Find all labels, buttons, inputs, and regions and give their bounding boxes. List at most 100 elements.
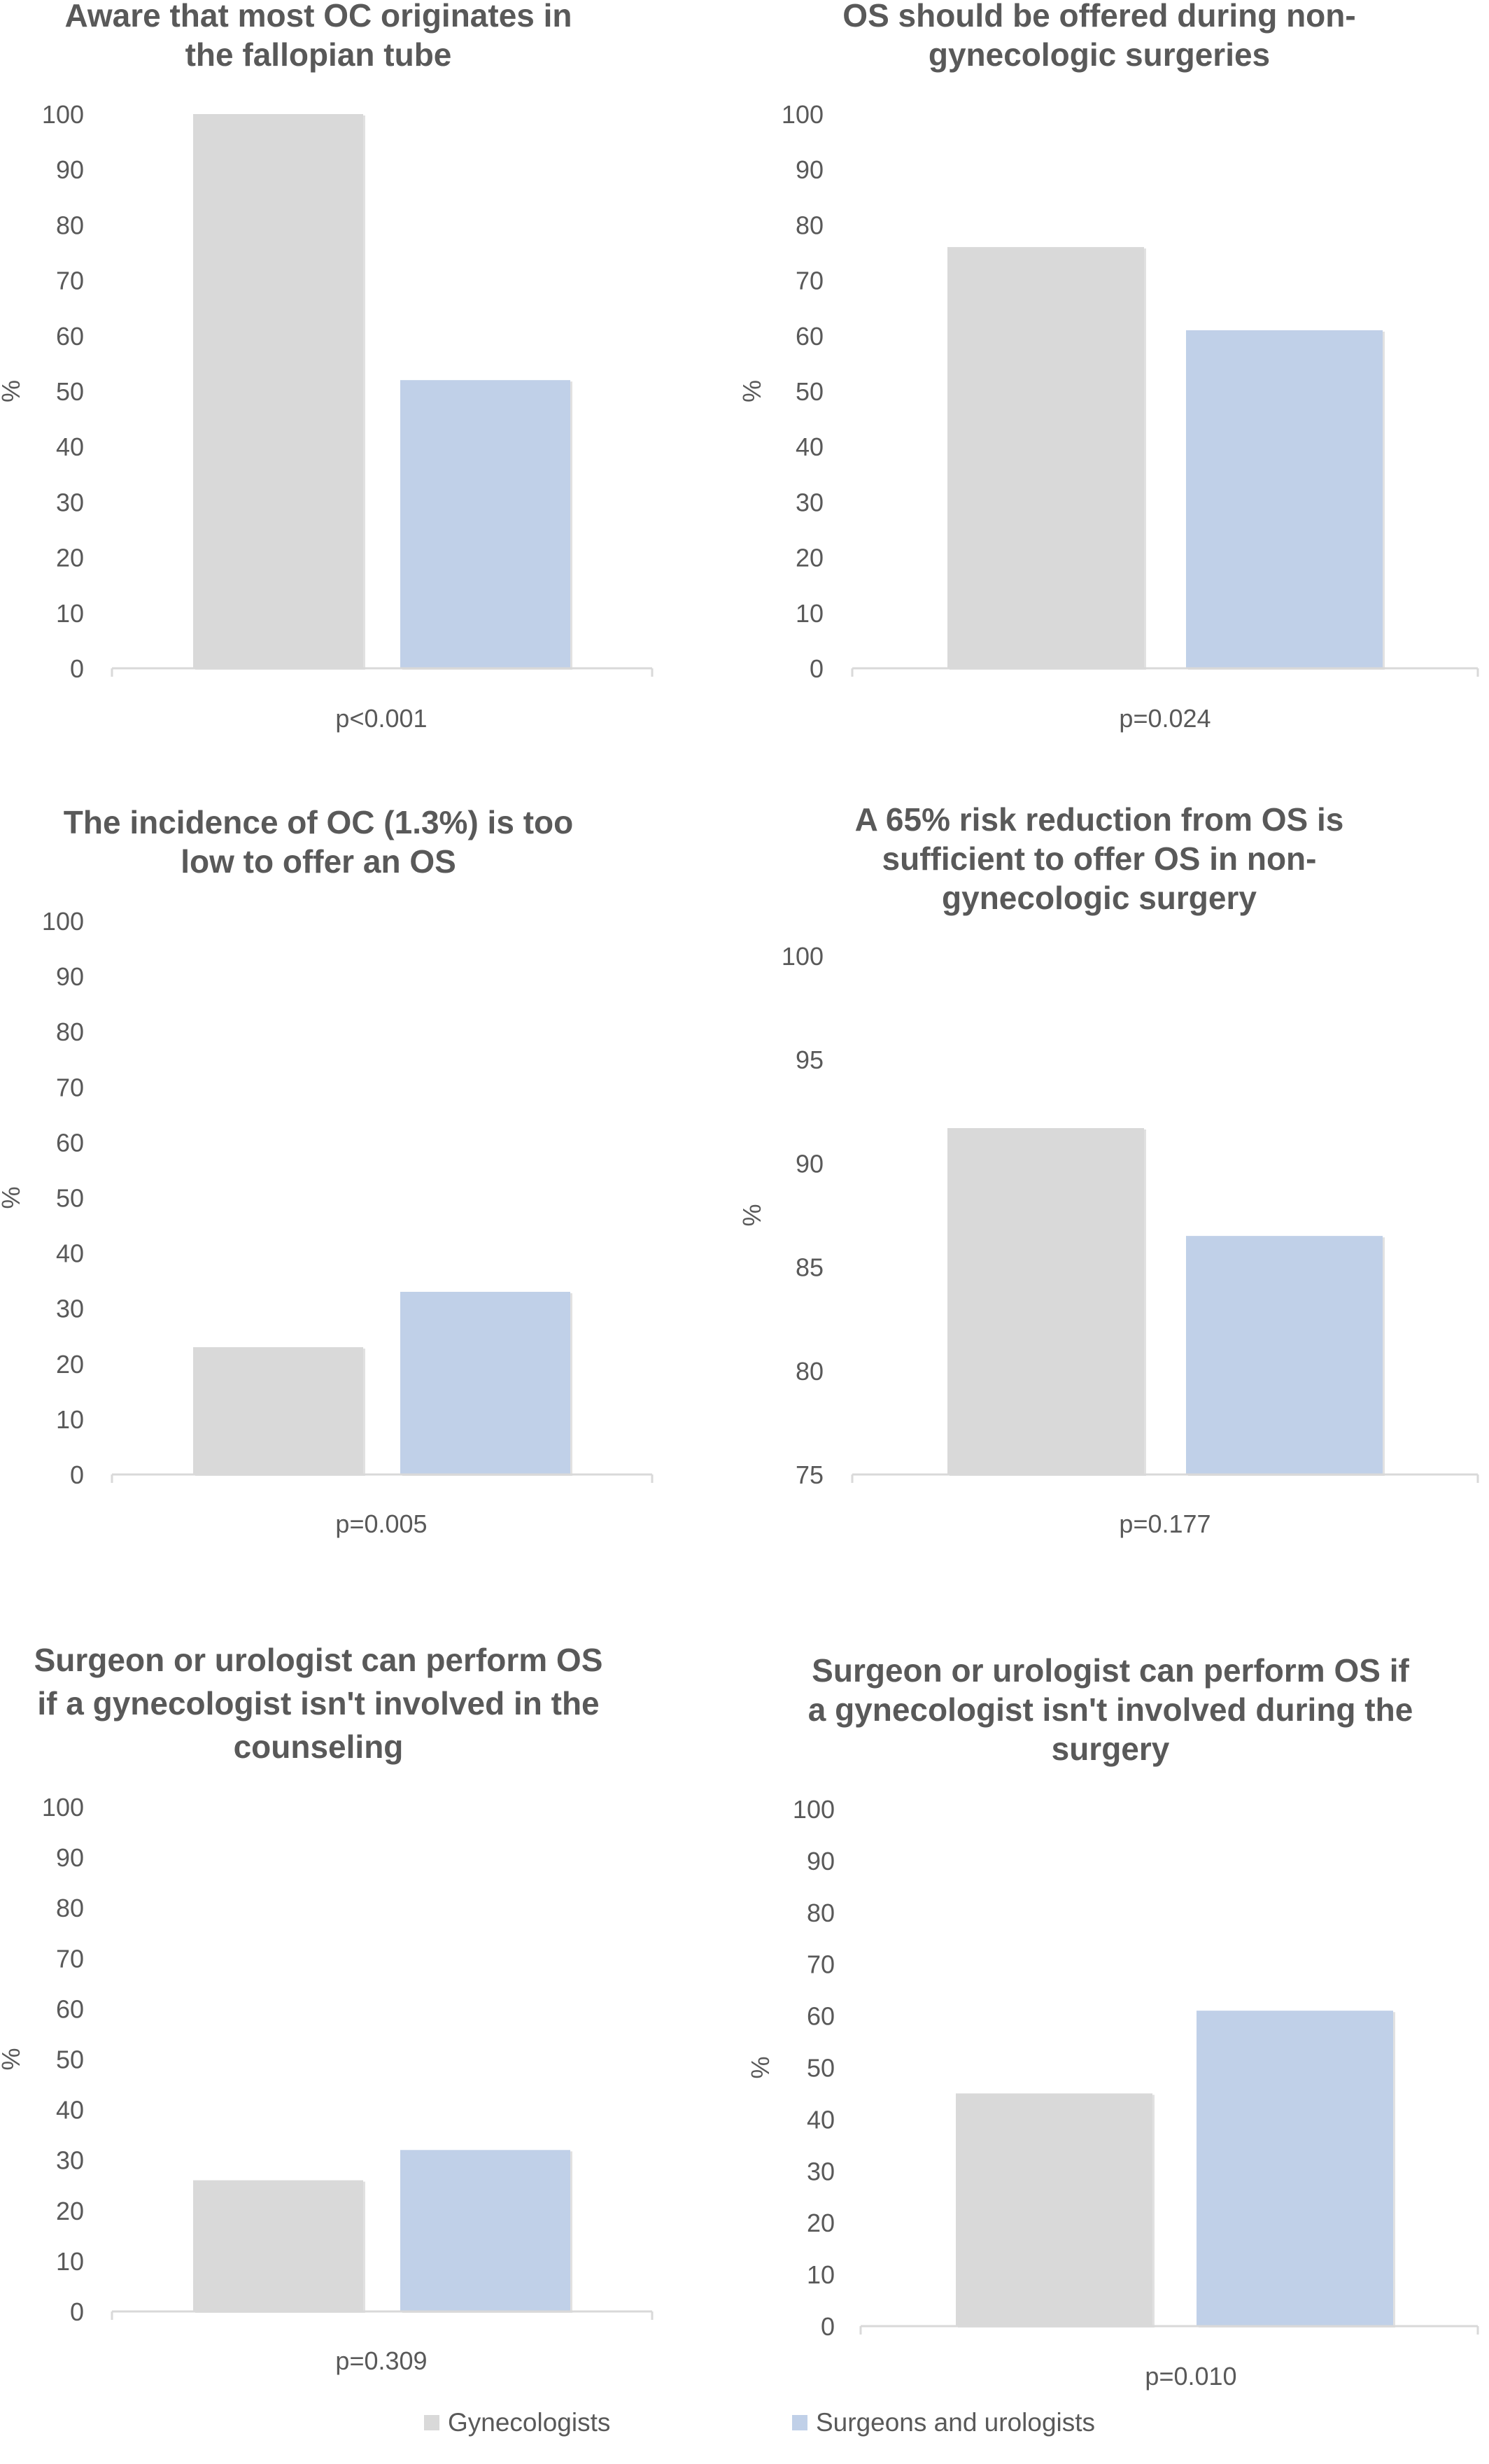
y-tick-label: 30 [56,1295,84,1323]
y-tick-label: 40 [56,2096,84,2125]
y-tick-label: 50 [56,2046,84,2074]
bar-surgeons-urologists [400,2150,570,2311]
y-tick-label: 80 [807,1899,835,1927]
bar-gynecologists [947,1128,1144,1474]
y-tick-label: 50 [796,377,824,406]
y-tick-label: 20 [807,2209,835,2237]
y-tick-label: 30 [796,488,824,516]
bar-gynecologists [947,247,1144,669]
chart-title-line: The incidence of OC (1.3%) is too [64,804,573,840]
y-tick-label: 10 [56,2247,84,2276]
y-tick-label: 10 [796,599,824,628]
chart-title-line: surgery [1052,1731,1170,1767]
y-axis-label: % [0,380,25,402]
bar-gynecologists [956,2093,1152,2326]
y-tick-label: 90 [56,1843,84,1872]
y-tick-label: 20 [796,544,824,572]
chart-panel-6: Surgeon or urologist can perform OS ifa … [746,1652,1479,2391]
y-tick-label: 90 [56,155,84,184]
chart-title-line: a gynecologist isn't involved during the [808,1691,1413,1728]
y-tick-label: 50 [56,377,84,406]
x-category-label: p=0.177 [1119,1509,1211,1538]
x-category-label: p=0.309 [335,2346,427,2375]
y-tick-label: 90 [807,1847,835,1875]
y-tick-label: 0 [70,654,84,683]
y-tick-label: 20 [56,544,84,572]
y-tick-label: 0 [821,2312,835,2341]
legend-swatch-gynecologists [424,2415,439,2430]
chart-panel-2: OS should be offered during non-gynecolo… [738,0,1479,733]
y-tick-label: 10 [56,599,84,628]
y-tick-label: 10 [56,1405,84,1434]
chart-title-line: Aware that most OC originates in [64,0,572,34]
chart-title-line: low to offer an OS [181,843,456,880]
legend: Gynecologists Surgeons and urologists [424,2408,1095,2437]
y-tick-label: 60 [56,1128,84,1157]
y-tick-label: 60 [807,2002,835,2031]
y-axis-label: % [738,1204,766,1226]
y-tick-label: 10 [807,2260,835,2289]
x-category-label: p<0.001 [335,704,427,733]
y-tick-label: 0 [70,2297,84,2326]
bar-gynecologists [193,114,363,668]
legend-label-gynecologists: Gynecologists [448,2408,610,2437]
y-tick-label: 60 [56,1994,84,2023]
y-tick-label: 100 [782,100,824,129]
bar-gynecologists [193,2180,363,2311]
chart-title-line: counseling [234,1729,404,1765]
y-tick-label: 100 [42,907,84,936]
y-tick-label: 80 [796,1357,824,1386]
x-category-label: p=0.024 [1119,704,1211,733]
y-tick-label: 40 [56,1239,84,1268]
y-tick-label: 0 [810,654,824,683]
chart-title-line: A 65% risk reduction from OS is [855,801,1344,838]
chart-panel-5: Surgeon or urologist can perform OS if a … [0,1642,654,2375]
y-tick-label: 40 [796,432,824,461]
y-tick-label: 70 [56,267,84,295]
y-tick-label: 100 [793,1795,835,1824]
y-tick-label: 80 [56,1018,84,1046]
y-tick-label: 50 [807,2054,835,2083]
y-tick-label: 85 [796,1253,824,1282]
y-tick-label: 90 [796,155,824,184]
y-tick-label: 30 [56,2146,84,2175]
y-tick-label: 95 [796,1046,824,1074]
chart-title-line: Surgeon or urologist can perform OS if [812,1652,1409,1689]
y-tick-label: 20 [56,1350,84,1379]
y-axis-label: % [0,2048,25,2070]
y-tick-label: 90 [56,962,84,991]
y-tick-label: 70 [56,1073,84,1101]
chart-title-line: gynecologic surgeries [929,36,1270,73]
bar-surgeons-urologists [400,1291,570,1474]
y-tick-label: 90 [796,1149,824,1178]
bar-surgeons-urologists [1197,2011,1393,2326]
bar-gynecologists [193,1347,363,1474]
x-category-label: p=0.005 [335,1509,427,1538]
y-tick-label: 40 [56,432,84,461]
y-tick-label: 80 [56,211,84,239]
y-tick-label: 100 [42,100,84,129]
y-tick-label: 60 [56,322,84,351]
y-tick-label: 30 [56,488,84,516]
chart-title-line: sufficient to offer OS in non- [882,840,1317,877]
x-category-label: p=0.010 [1145,2362,1236,2391]
bar-surgeons-urologists [1186,330,1383,668]
y-tick-label: 80 [56,1894,84,1922]
y-tick-label: 100 [42,1793,84,1822]
y-tick-label: 20 [56,2197,84,2225]
chart-title-line: Surgeon or urologist can perform OS [34,1642,603,1678]
y-tick-label: 80 [796,211,824,239]
y-tick-label: 75 [796,1460,824,1489]
chart-title-line: OS should be offered during non- [842,0,1355,34]
legend-swatch-surgeons-urologists [792,2415,807,2430]
y-tick-label: 0 [70,1460,84,1489]
chart-title-line: if a gynecologist isn't involved in the [37,1685,599,1722]
chart-panel-4: A 65% risk reduction from OS issufficien… [738,801,1479,1538]
y-tick-label: 70 [807,1950,835,1979]
y-tick-label: 70 [56,1944,84,1973]
y-tick-label: 60 [796,322,824,351]
y-axis-label: % [746,2056,775,2078]
